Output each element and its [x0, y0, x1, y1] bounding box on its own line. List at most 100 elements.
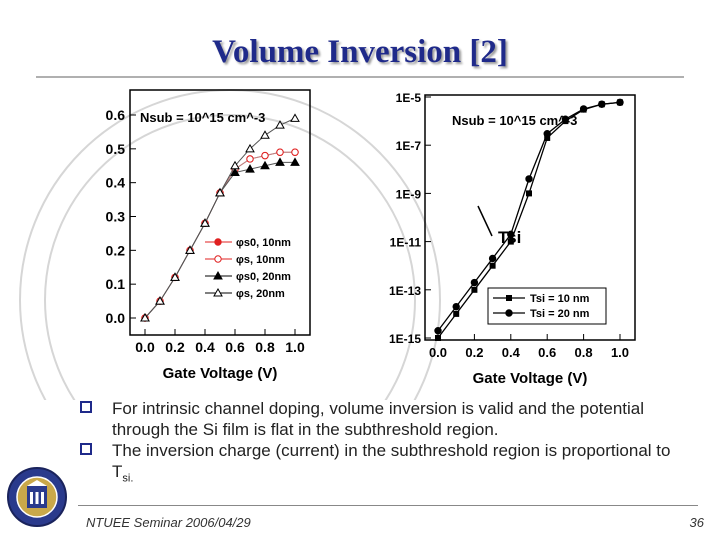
bullet-list: For intrinsic channel doping, volume inv…	[72, 398, 672, 489]
data-point	[291, 148, 299, 156]
legend-marker	[213, 270, 223, 280]
y-tick-label: 1E-7	[396, 139, 422, 153]
data-point	[290, 157, 300, 166]
bullet-subscript: si.	[122, 472, 134, 485]
legend-marker	[506, 295, 512, 301]
bullet-item: For intrinsic channel doping, volume inv…	[72, 398, 672, 440]
chart1-annotation: Nsub = 10^15 cm^-3	[140, 110, 265, 125]
x-tick-label: 1.0	[285, 339, 305, 355]
data-point	[453, 310, 460, 317]
x-tick-label: 0.8	[255, 339, 275, 355]
bullet-checkbox-icon	[80, 443, 92, 455]
x-tick-label: 0.0	[429, 345, 447, 360]
y-tick-label: 0.2	[106, 242, 126, 258]
legend-marker	[214, 238, 222, 246]
data-point	[260, 160, 270, 170]
data-point	[261, 151, 269, 160]
data-point	[470, 278, 479, 287]
y-tick-label: 1E-15	[389, 332, 421, 346]
bullet-text: The inversion charge (current) in the su…	[112, 441, 671, 481]
data-point	[579, 105, 588, 113]
data-point	[230, 160, 240, 170]
plot-frame	[129, 89, 311, 336]
data-point	[488, 254, 497, 263]
title-divider	[36, 76, 684, 78]
legend-label: φs, 20nm	[236, 288, 285, 300]
x-tick-label: 1.0	[611, 345, 629, 360]
x-tick-label: 0.2	[165, 339, 185, 355]
data-point	[200, 218, 210, 227]
data-point	[616, 98, 624, 107]
legend-label: Tsi = 20 nm	[530, 308, 590, 320]
data-point	[526, 190, 532, 197]
y-tick-label: 1E-5	[396, 91, 422, 105]
bullet-text: For intrinsic channel doping, volume inv…	[112, 399, 645, 439]
data-point	[471, 286, 478, 293]
data-point	[434, 327, 442, 335]
data-point	[185, 245, 195, 254]
y-tick-label: 1E-11	[390, 236, 422, 250]
data-point	[507, 230, 515, 239]
y-tick-label: 1E-9	[396, 187, 422, 201]
chart2-inner-label: Tsi	[498, 228, 521, 247]
data-point	[275, 120, 285, 129]
legend-label: Tsi = 10 nm	[530, 293, 590, 305]
y-tick-label: 1E-13	[389, 284, 421, 298]
bullet-checkbox-icon	[80, 401, 92, 413]
data-point	[230, 167, 240, 177]
data-point	[276, 148, 284, 156]
x-tick-label: 0.2	[465, 345, 483, 360]
data-point	[525, 175, 533, 183]
data-point	[140, 312, 150, 322]
data-point	[155, 296, 165, 305]
data-point	[543, 130, 551, 138]
x-tick-label: 0.8	[575, 345, 593, 360]
legend-box	[487, 287, 607, 325]
legend-marker	[214, 255, 222, 263]
legend-label: φs, 10nm	[236, 254, 285, 266]
legend-label: φs0, 20nm	[236, 271, 291, 283]
data-point	[452, 302, 460, 311]
x-tick-label: 0.6	[538, 345, 556, 360]
chart1-xlabel: Gate Voltage (V)	[163, 365, 278, 382]
data-point	[561, 115, 570, 123]
slide-title: Volume Inversion [2]	[212, 34, 508, 70]
data-point	[489, 262, 496, 269]
data-point	[260, 130, 270, 139]
data-point	[598, 100, 606, 108]
y-tick-label: 0.1	[106, 276, 126, 292]
y-tick-label: 0.5	[106, 141, 126, 157]
y-tick-label: 0.3	[106, 209, 126, 225]
y-tick-label: 0.0	[106, 310, 126, 326]
x-tick-label: 0.0	[135, 339, 155, 355]
data-point	[246, 155, 254, 163]
data-point	[170, 272, 180, 281]
university-seal-logo	[7, 467, 67, 527]
data-point	[290, 113, 300, 122]
legend-marker	[213, 287, 223, 297]
data-point	[215, 187, 225, 197]
legend-marker	[505, 309, 513, 317]
x-tick-label: 0.4	[195, 339, 215, 355]
tsi-arrow	[477, 205, 493, 237]
data-point	[507, 238, 514, 245]
page-number: 36	[689, 515, 704, 530]
bullet-item: The inversion charge (current) in the su…	[72, 440, 672, 489]
data-point	[435, 335, 441, 341]
data-point	[245, 164, 255, 173]
y-tick-label: 0.6	[106, 107, 126, 123]
footer-divider	[78, 505, 698, 506]
data-point	[275, 157, 285, 166]
chart2-annotation: Nsub = 10^15 cm^-3	[452, 113, 577, 128]
plot-frame	[424, 94, 636, 341]
legend-label: φs0, 10nm	[236, 237, 291, 249]
y-tick-label: 0.4	[106, 175, 126, 191]
chart2-xlabel: Gate Voltage (V)	[473, 370, 588, 387]
data-point	[544, 134, 551, 141]
data-point	[245, 143, 255, 153]
x-tick-label: 0.6	[225, 339, 245, 355]
x-tick-label: 0.4	[502, 345, 521, 360]
footer-seminar-label: NTUEE Seminar 2006/04/29	[86, 515, 251, 530]
